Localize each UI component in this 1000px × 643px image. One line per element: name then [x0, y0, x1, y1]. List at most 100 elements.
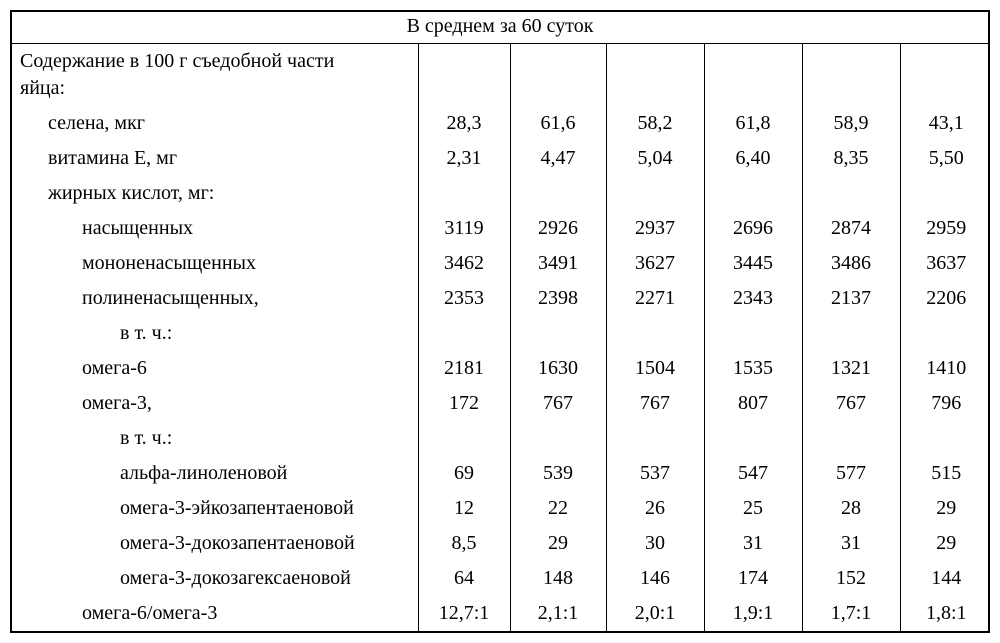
- row-label-text: омега-3-докозагексаеновой: [20, 565, 414, 592]
- table-row: омега-6218116301504153513211410: [12, 351, 992, 386]
- value-cell: 28,3: [418, 106, 510, 141]
- value-cell: 1410: [900, 351, 992, 386]
- value-cell: [704, 176, 802, 211]
- row-label: омега-3-эйкозапентаеновой: [12, 491, 418, 526]
- value-cell: 30: [606, 526, 704, 561]
- value-cell: 1630: [510, 351, 606, 386]
- value-cell: 1535: [704, 351, 802, 386]
- value-cell: 515: [900, 456, 992, 491]
- value-cell: 172: [418, 386, 510, 421]
- value-cell: 2181: [418, 351, 510, 386]
- value-cell: [606, 176, 704, 211]
- value-cell: 2398: [510, 281, 606, 316]
- value-cell: [900, 421, 992, 456]
- row-label: насыщенных: [12, 211, 418, 246]
- value-cell: 3445: [704, 246, 802, 281]
- value-cell: [606, 421, 704, 456]
- table-row: жирных кислот, мг:: [12, 176, 992, 211]
- table-row: насыщенных311929262937269628742959: [12, 211, 992, 246]
- table-row: селена, мкг28,361,658,261,858,943,1: [12, 106, 992, 141]
- row-label-text: в т. ч.:: [20, 320, 414, 347]
- value-cell: [900, 316, 992, 351]
- value-cell: 577: [802, 456, 900, 491]
- value-cell: [510, 316, 606, 351]
- value-cell: 1,7:1: [802, 596, 900, 631]
- value-cell: 29: [900, 491, 992, 526]
- row-label: альфа-линоленовой: [12, 456, 418, 491]
- value-cell: 146: [606, 561, 704, 596]
- value-cell: 2,31: [418, 141, 510, 176]
- value-cell: [510, 176, 606, 211]
- value-cell: 12: [418, 491, 510, 526]
- value-cell: 1321: [802, 351, 900, 386]
- value-cell: 2874: [802, 211, 900, 246]
- value-cell: 152: [802, 561, 900, 596]
- row-label: омега-3-докозапентаеновой: [12, 526, 418, 561]
- value-cell: 61,8: [704, 106, 802, 141]
- row-label-text: омега-6: [20, 355, 414, 382]
- value-cell: 2271: [606, 281, 704, 316]
- row-label: в т. ч.:: [12, 421, 418, 456]
- title-cell: Содержание в 100 г съедобной частияйца:: [12, 44, 418, 106]
- table-row: омега-6/омега-312,7:12,1:12,0:11,9:11,7:…: [12, 596, 992, 631]
- row-label-text: в т. ч.:: [20, 425, 414, 452]
- row-label-text: омега-3-эйкозапентаеновой: [20, 495, 414, 522]
- value-cell: 1504: [606, 351, 704, 386]
- value-cell: [510, 44, 606, 106]
- table-row: в т. ч.:: [12, 421, 992, 456]
- row-label: витамина Е, мг: [12, 141, 418, 176]
- value-cell: [418, 316, 510, 351]
- table-row: мононенасыщенных346234913627344534863637: [12, 246, 992, 281]
- value-cell: 767: [510, 386, 606, 421]
- row-label: селена, мкг: [12, 106, 418, 141]
- title-line-1: Содержание в 100 г съедобной части: [20, 48, 334, 75]
- table-header: В среднем за 60 суток: [12, 12, 988, 44]
- value-cell: 29: [900, 526, 992, 561]
- value-cell: 2137: [802, 281, 900, 316]
- value-cell: [418, 176, 510, 211]
- value-cell: 2696: [704, 211, 802, 246]
- row-label-text: жирных кислот, мг:: [20, 180, 414, 207]
- value-cell: [418, 421, 510, 456]
- value-cell: 64: [418, 561, 510, 596]
- table-row: в т. ч.:: [12, 316, 992, 351]
- value-cell: [510, 421, 606, 456]
- value-cell: 2937: [606, 211, 704, 246]
- value-cell: 537: [606, 456, 704, 491]
- row-label-text: омега-3-докозапентаеновой: [20, 530, 414, 557]
- value-cell: 29: [510, 526, 606, 561]
- table-row: омега-3,172767767807767796: [12, 386, 992, 421]
- value-cell: [704, 44, 802, 106]
- value-cell: [418, 44, 510, 106]
- value-cell: 3637: [900, 246, 992, 281]
- value-cell: 2343: [704, 281, 802, 316]
- value-cell: [802, 316, 900, 351]
- value-cell: 28: [802, 491, 900, 526]
- value-cell: 5,04: [606, 141, 704, 176]
- table-row: омега-3-докозапентаеновой8,52930313129: [12, 526, 992, 561]
- value-cell: 2206: [900, 281, 992, 316]
- table-row: Содержание в 100 г съедобной частияйца:: [12, 44, 992, 106]
- row-label-text: насыщенных: [20, 215, 414, 242]
- value-cell: 61,6: [510, 106, 606, 141]
- value-cell: [606, 316, 704, 351]
- row-label: омега-6: [12, 351, 418, 386]
- value-cell: 26: [606, 491, 704, 526]
- value-cell: 144: [900, 561, 992, 596]
- value-cell: 5,50: [900, 141, 992, 176]
- value-cell: 4,47: [510, 141, 606, 176]
- value-cell: [802, 44, 900, 106]
- value-cell: 3486: [802, 246, 900, 281]
- value-cell: 539: [510, 456, 606, 491]
- value-cell: 148: [510, 561, 606, 596]
- value-cell: 3627: [606, 246, 704, 281]
- row-label-text: витамина Е, мг: [20, 145, 414, 172]
- value-cell: 43,1: [900, 106, 992, 141]
- value-cell: 58,2: [606, 106, 704, 141]
- value-cell: [704, 316, 802, 351]
- value-cell: 796: [900, 386, 992, 421]
- value-cell: 58,9: [802, 106, 900, 141]
- table-row: омега-3-докозагексаеновой641481461741521…: [12, 561, 992, 596]
- value-cell: 2,1:1: [510, 596, 606, 631]
- table-row: омега-3-эйкозапентаеновой122226252829: [12, 491, 992, 526]
